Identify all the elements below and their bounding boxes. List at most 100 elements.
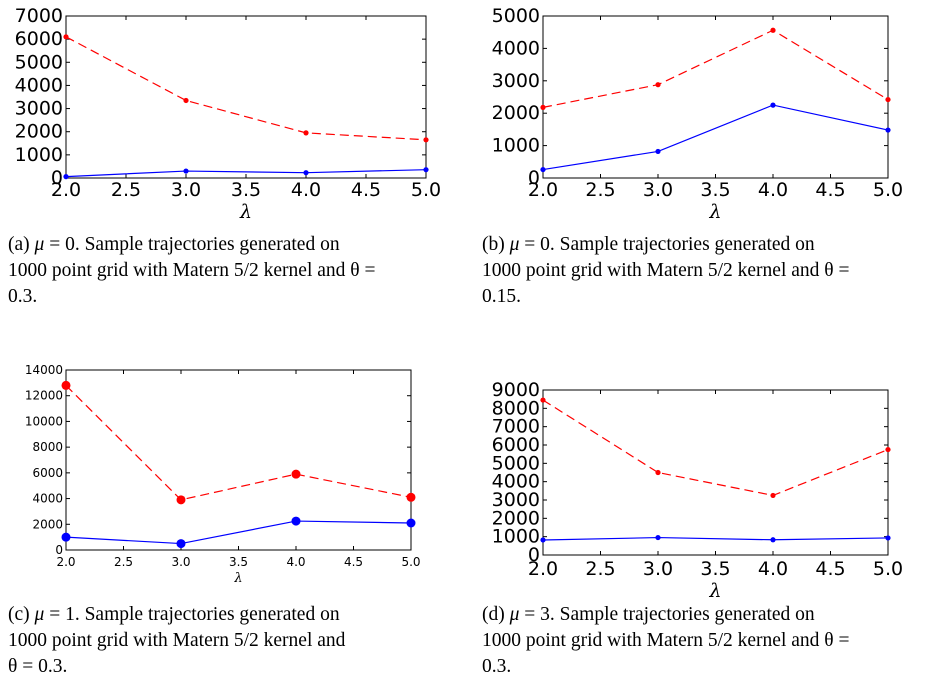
data-point	[303, 130, 309, 136]
y-tick-label: 6000	[32, 466, 63, 480]
data-point	[655, 148, 661, 155]
x-tick-label: 2.0	[528, 179, 558, 201]
series-line-dashed	[65, 36, 427, 141]
series-line-dashed	[65, 385, 412, 501]
data-point	[770, 537, 776, 543]
x-tick-label: 5.0	[873, 179, 903, 201]
x-tick-label: 5.0	[411, 179, 441, 201]
data-point	[303, 170, 309, 176]
caption-d: (d) μ = 3. Sample trajectories generated…	[482, 602, 940, 680]
x-tick-label: 4.5	[815, 179, 845, 201]
x-tick-label: 2.5	[585, 179, 615, 201]
y-tick-label: 1000	[492, 135, 540, 157]
series-line-solid	[65, 169, 427, 178]
data-point	[540, 537, 546, 543]
data-point	[291, 469, 301, 479]
caption-b-line-2: 1000 point grid with Matern 5/2 kernel a…	[482, 260, 850, 281]
caption-a-mu: μ	[34, 234, 45, 255]
data-point	[540, 104, 546, 110]
x-tick-label: 2.0	[56, 555, 75, 569]
caption-a-mu-value: = 0.	[44, 234, 85, 255]
caption-d-mu-value: = 3.	[519, 604, 560, 625]
series-line-solid	[542, 104, 889, 171]
y-tick-label: 0	[528, 167, 540, 189]
y-tick-label: 1000	[492, 526, 540, 548]
data-point	[176, 495, 186, 505]
caption-d-label: (d)	[482, 604, 505, 625]
x-tick-label: 5.0	[401, 555, 420, 569]
caption-a-line-3: 0.3.	[8, 286, 38, 307]
data-point	[655, 469, 661, 476]
y-tick-label: 8000	[32, 440, 63, 454]
caption-c-mu-value: = 1.	[44, 604, 85, 625]
caption-b-line-3: 0.15.	[482, 286, 521, 307]
plot-frame	[65, 369, 412, 551]
y-tick-label: 4000	[32, 492, 63, 506]
y-tick-label: 1000	[15, 144, 63, 166]
y-tick-label: 6000	[15, 28, 63, 50]
chart-b: 0 1000 2000 3000 4000 5000 2.0 2.5 3.0 3.5 4.0 4.5 5…	[492, 5, 903, 223]
plot-frame	[542, 15, 889, 179]
x-tick-label: 4.0	[291, 179, 321, 201]
x-axis-label: λ	[239, 201, 252, 223]
x-tick-label: 3.0	[643, 179, 673, 201]
x-tick-label: 4.0	[758, 179, 788, 201]
x-tick-label: 3.5	[229, 555, 248, 569]
y-tick-label: 3000	[492, 489, 540, 511]
caption-c-label: (c)	[8, 604, 30, 625]
y-tick-label: 14000	[25, 363, 63, 377]
caption-c-line-2: 1000 point grid with Matern 5/2 kernel a…	[8, 630, 346, 651]
data-point	[770, 102, 776, 108]
caption-d-line-1: Sample trajectories generated on	[559, 604, 815, 625]
data-point	[770, 492, 776, 499]
y-tick-label: 2000	[15, 121, 63, 143]
caption-c-line-3: θ = 0.3.	[8, 656, 68, 677]
data-point	[61, 380, 71, 390]
y-tick-label: 0	[51, 167, 63, 189]
caption-a-line-2: 1000 point grid with Matern 5/2 kernel a…	[8, 260, 376, 281]
caption-d-line-3: 0.3.	[482, 656, 512, 677]
data-point	[423, 167, 429, 173]
x-tick-label: 5.0	[873, 558, 903, 580]
y-tick-label: 7000	[492, 416, 540, 438]
y-tick-label: 0	[528, 544, 540, 566]
x-tick-label: 4.5	[815, 558, 845, 580]
data-point	[183, 168, 189, 174]
x-tick-label: 3.5	[700, 558, 730, 580]
y-tick-label: 3000	[492, 70, 540, 92]
caption-a-label: (a)	[8, 234, 30, 255]
y-tick-label: 2000	[492, 102, 540, 124]
x-axis-label: λ	[708, 580, 721, 602]
x-axis-label: λ	[708, 201, 721, 223]
y-tick-label: 4000	[15, 74, 63, 96]
data-point	[540, 166, 546, 173]
data-point	[291, 516, 301, 526]
caption-b-line-1: Sample trajectories generated on	[559, 234, 815, 255]
data-point	[885, 535, 891, 541]
caption-c-mu: μ	[34, 604, 45, 625]
y-tick-label: 4000	[492, 471, 540, 493]
data-point	[63, 174, 69, 180]
x-tick-label: 4.0	[286, 555, 305, 569]
y-tick-label: 2000	[492, 507, 540, 529]
y-tick-label: 3000	[15, 98, 63, 120]
caption-c-line-1: Sample trajectories generated on	[84, 604, 340, 625]
data-point	[655, 534, 661, 541]
data-point	[406, 518, 416, 528]
y-tick-label: 10000	[25, 414, 63, 428]
y-tick-label: 0	[55, 543, 63, 557]
y-tick-label: 5000	[15, 51, 63, 73]
caption-c: (c) μ = 1. Sample trajectories generated…	[8, 602, 462, 680]
x-tick-label: 2.0	[528, 558, 558, 580]
x-tick-label: 2.5	[111, 179, 141, 201]
data-point	[61, 532, 71, 542]
y-tick-label: 12000	[25, 389, 63, 403]
x-tick-label: 3.0	[643, 558, 673, 580]
chart-c: 0 2000 4000 6000 8000 10000 12000 14000 2.0 2.5 3.…	[25, 363, 421, 586]
data-point	[885, 127, 891, 133]
x-tick-label: 3.5	[700, 179, 730, 201]
x-tick-label: 3.0	[171, 179, 201, 201]
y-tick-label: 7000	[15, 5, 63, 27]
